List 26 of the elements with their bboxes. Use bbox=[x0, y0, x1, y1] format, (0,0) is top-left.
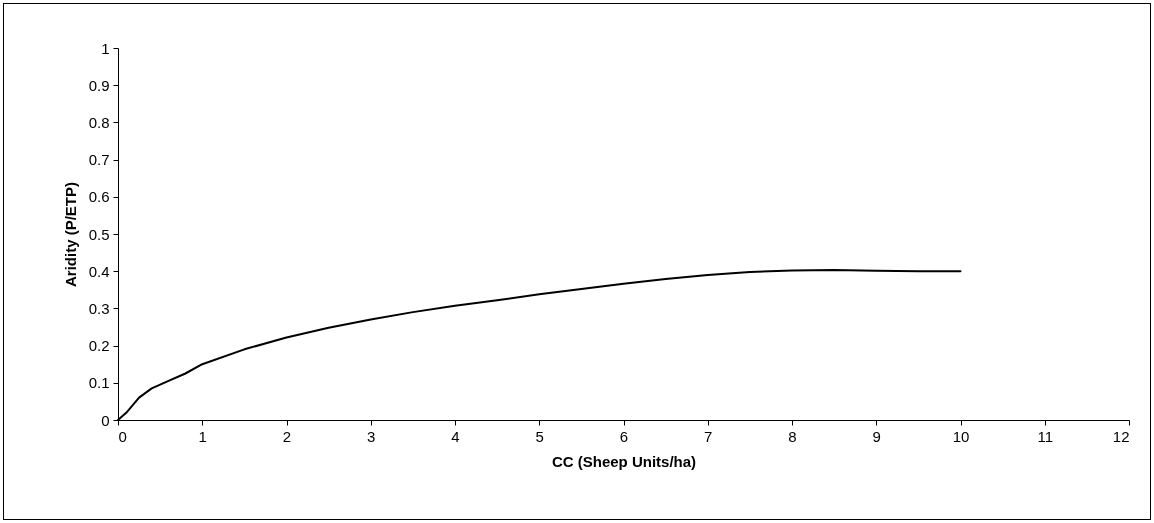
y-tick-label: 0.3 bbox=[88, 299, 110, 317]
x-tick-label: 11 bbox=[1037, 427, 1054, 445]
x-tick-label: 6 bbox=[619, 427, 629, 445]
y-tick-label: 0.2 bbox=[88, 337, 110, 355]
x-tick-label: 1 bbox=[198, 427, 207, 445]
y-tick-label: 0.1 bbox=[88, 374, 110, 392]
y-tick-label: 1 bbox=[101, 39, 110, 57]
y-tick-label: 0.9 bbox=[88, 76, 110, 94]
x-tick-label: 8 bbox=[788, 427, 797, 445]
y-tick-label: 0.4 bbox=[88, 262, 110, 280]
y-tick-label: 0.7 bbox=[88, 151, 110, 169]
x-tick-label: 12 bbox=[1112, 427, 1130, 445]
y-tick-label: 0.6 bbox=[88, 188, 110, 206]
x-tick-label: 4 bbox=[451, 427, 460, 445]
x-tick-label: 2 bbox=[282, 427, 292, 445]
y-tick-label: 0.5 bbox=[88, 225, 110, 243]
x-tick-label: 3 bbox=[367, 427, 376, 445]
x-tick-label: 9 bbox=[872, 427, 881, 445]
x-axis-title: CC (Sheep Units/ha) bbox=[551, 452, 697, 470]
x-tick-label: 5 bbox=[535, 427, 544, 445]
x-tick-label: 7 bbox=[704, 427, 713, 445]
y-tick-label: 0.8 bbox=[88, 113, 110, 131]
x-tick-label: 0 bbox=[118, 427, 127, 445]
x-tick-label: 10 bbox=[952, 427, 970, 445]
y-axis-title: Aridity (P/ETP) bbox=[61, 181, 79, 288]
y-tick-label: 0 bbox=[101, 411, 110, 429]
